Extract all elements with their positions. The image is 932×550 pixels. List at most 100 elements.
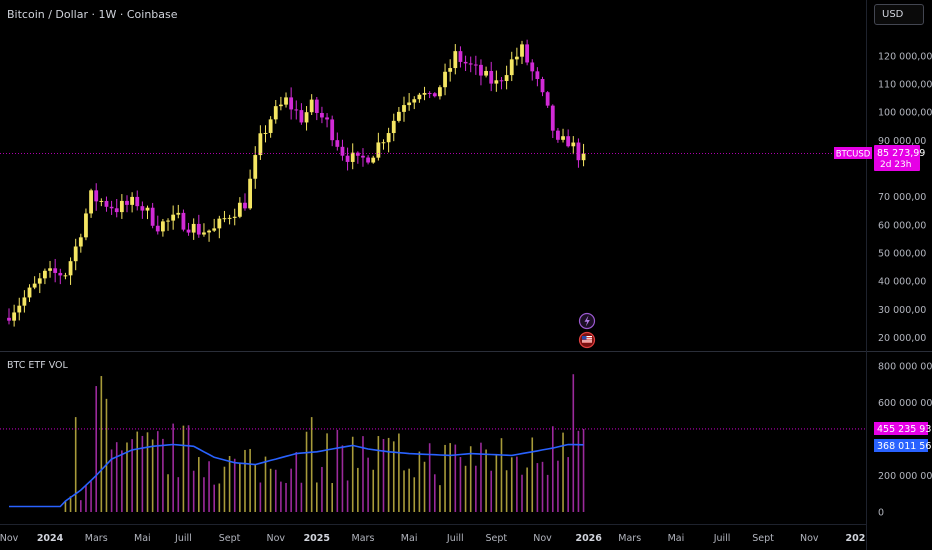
candle-body xyxy=(253,155,258,179)
candle-body xyxy=(248,178,253,209)
volume-bar xyxy=(274,469,277,512)
volume-tick-label: 200 000 000 xyxy=(878,471,932,482)
candle-body xyxy=(135,196,140,207)
volume-bar xyxy=(505,470,508,512)
candle-body xyxy=(284,97,288,105)
candle-body xyxy=(438,87,442,97)
volume-bar xyxy=(546,474,549,512)
volume-bar xyxy=(387,437,390,512)
time-tick-label: 202 xyxy=(846,533,866,544)
candle-body xyxy=(391,120,396,134)
candle-body xyxy=(422,92,427,95)
volume-axis: 800 000 000 600 000 000 200 000 000 0 xyxy=(878,362,932,519)
candle-body xyxy=(335,140,340,147)
candle-body xyxy=(484,70,488,76)
volume-bar xyxy=(495,454,498,512)
candle-body xyxy=(119,200,124,213)
volume-bar xyxy=(213,484,215,512)
time-tick-label: Juill xyxy=(446,533,464,544)
candle-body xyxy=(371,157,376,163)
volume-bar xyxy=(198,457,200,512)
volume-bar xyxy=(244,449,246,512)
candle-body xyxy=(53,268,58,273)
candle-body xyxy=(550,105,555,131)
time-tick-label: Sept xyxy=(219,533,241,544)
volume-bar xyxy=(136,431,139,512)
volume-bar xyxy=(449,443,451,512)
candle-body xyxy=(540,78,545,93)
candle-body xyxy=(489,70,494,84)
volume-tick-label: 800 000 000 xyxy=(878,362,932,373)
candle-body xyxy=(479,64,483,76)
candle-body xyxy=(32,283,37,288)
candle-body xyxy=(176,212,181,215)
candle-body xyxy=(232,216,237,218)
us-flag-icon[interactable] xyxy=(578,331,596,349)
candle-body xyxy=(161,221,165,232)
volume-bar xyxy=(557,460,559,512)
candle-body xyxy=(504,75,509,82)
volume-bar xyxy=(208,461,210,512)
volume-bar xyxy=(254,464,257,512)
volume-bar xyxy=(192,470,195,512)
volume-bar xyxy=(541,461,544,512)
price-tick-label: 50 000,00 xyxy=(878,249,926,260)
currency-button[interactable]: USD xyxy=(874,4,924,25)
volume-bar xyxy=(259,482,262,512)
volume-bar xyxy=(151,439,154,512)
volume-bar xyxy=(582,428,585,512)
volume-bar xyxy=(233,458,236,512)
candle-body xyxy=(130,196,135,205)
volume-tick-label: 0 xyxy=(878,508,884,519)
candle-body xyxy=(237,202,242,217)
candle-body xyxy=(325,117,329,120)
volume-bar xyxy=(162,438,164,512)
candle-body xyxy=(350,152,355,162)
candle-body xyxy=(355,152,360,156)
volume-bar xyxy=(326,433,328,512)
volume-bar xyxy=(351,436,354,512)
volume-bar xyxy=(377,436,380,512)
symbol-tag-text: BTCUSD xyxy=(836,150,871,160)
candle-body xyxy=(109,206,114,209)
candle-body xyxy=(525,44,530,63)
candle-body xyxy=(212,228,217,231)
volume-bar xyxy=(203,477,205,512)
time-tick-label: Nov xyxy=(266,533,285,544)
volume-bar xyxy=(264,456,267,512)
volume-bar xyxy=(146,432,149,512)
volume-bar xyxy=(341,445,344,512)
time-tick-label: Sept xyxy=(752,533,774,544)
candle-body xyxy=(7,317,11,321)
last-volume-tag-bg xyxy=(874,422,928,435)
candle-body xyxy=(443,71,447,88)
volume-bar xyxy=(126,442,128,512)
volume-bar xyxy=(285,482,287,512)
candle-body xyxy=(207,230,211,233)
candle-body xyxy=(463,61,468,64)
volume-bar xyxy=(469,446,472,512)
candle-body xyxy=(202,232,206,235)
time-tick-label: Mai xyxy=(401,533,418,544)
candle-body xyxy=(396,111,401,121)
candle-body xyxy=(273,106,278,120)
candle-body xyxy=(222,218,227,220)
volume-bar xyxy=(305,431,308,512)
volume-bar xyxy=(403,470,405,512)
volume-bar xyxy=(280,481,282,512)
volume-bar xyxy=(577,430,580,512)
volume-bar xyxy=(90,481,92,512)
lightning-icon[interactable] xyxy=(578,312,596,330)
time-tick-label: Mars xyxy=(85,533,108,544)
countdown-text: 2d 23h xyxy=(880,160,911,170)
price-tick-label: 60 000,00 xyxy=(878,220,926,231)
candle-body xyxy=(556,130,560,140)
candle-body xyxy=(145,207,150,211)
last-price-text: 85 273,99 xyxy=(877,148,925,159)
volume-bar xyxy=(167,474,169,512)
volume-bar xyxy=(454,444,457,512)
time-tick-label: Mars xyxy=(352,533,375,544)
candle-body xyxy=(520,44,524,57)
volume-tick-label: 600 000 000 xyxy=(878,398,932,409)
